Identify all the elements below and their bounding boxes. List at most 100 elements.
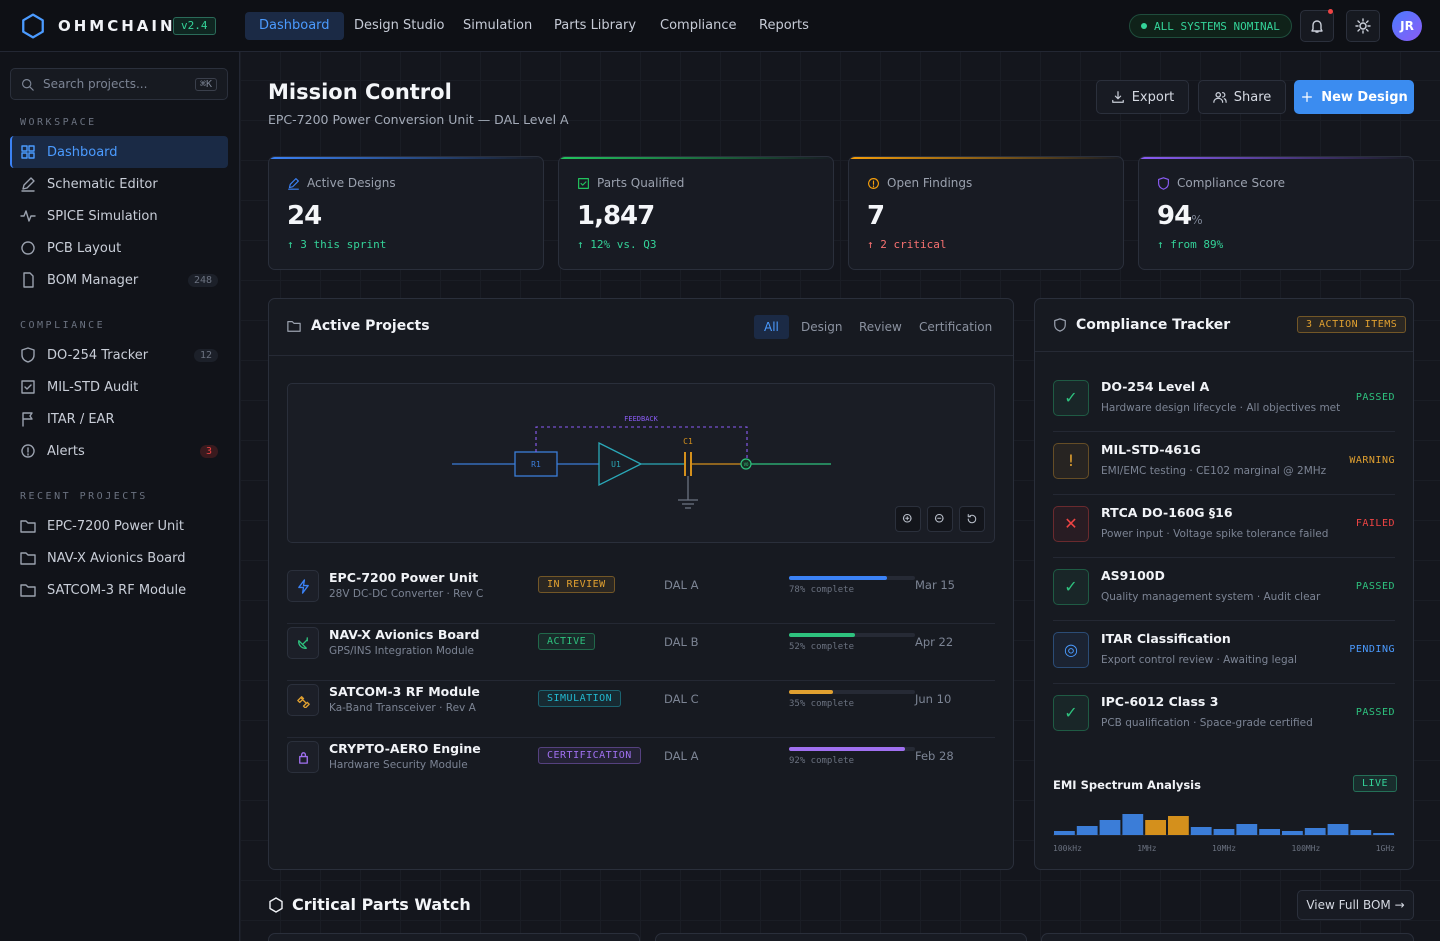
- icon-path: [20, 520, 36, 533]
- panel-header-rule: [269, 355, 1013, 356]
- zoom-button[interactable]: [959, 506, 985, 532]
- nav-tab[interactable]: Simulation: [463, 18, 533, 33]
- icon: [298, 751, 308, 764]
- status-badge: ACTIVE: [538, 633, 596, 650]
- filter-tab[interactable]: Certification: [919, 320, 993, 334]
- nav-label: PCB Layout: [47, 240, 122, 256]
- nav-tab[interactable]: Dashboard: [245, 12, 344, 40]
- action-label: Export: [1131, 89, 1175, 105]
- stat-delta: ↑ 3 this sprint: [287, 238, 387, 251]
- panel-title-row: Compliance Tracker: [1053, 317, 1230, 333]
- spectrum-bar: [1282, 831, 1303, 835]
- dal-level: DAL A: [664, 749, 699, 763]
- stat-label: Parts Qualified: [597, 176, 685, 190]
- progress-track: [789, 633, 915, 637]
- progress-label: 35% complete: [789, 699, 855, 709]
- icon-path: [21, 347, 35, 363]
- view-bom-button[interactable]: View Full BOM →: [1297, 890, 1414, 920]
- nav-item[interactable]: Alerts 3: [10, 435, 228, 467]
- component-label: U1: [611, 460, 621, 469]
- project-name: NAV-X Avionics Board: [329, 627, 480, 642]
- nav-item[interactable]: Schematic Editor: [10, 168, 228, 200]
- filter-tab[interactable]: All: [754, 315, 789, 339]
- nav-item[interactable]: SPICE Simulation: [10, 200, 228, 232]
- project-desc: 28V DC-DC Converter · Rev C: [329, 588, 484, 600]
- compliance-item[interactable]: ✕ RTCA DO-160G §16 Power input · Voltage s…: [1053, 495, 1395, 558]
- due-date: Apr 22: [915, 635, 954, 649]
- top-bar: OHMCHAIN v2.4 Dashboard Design Studio Simula…: [0, 0, 1440, 52]
- icon-button[interactable]: [1300, 10, 1334, 42]
- dal-level: DAL A: [664, 578, 699, 592]
- spectrum-bar: [1054, 831, 1075, 835]
- project-row[interactable]: EPC-7200 Power Unit 28V DC-DC Converter ·…: [287, 567, 995, 624]
- notification-dot: [1328, 9, 1333, 14]
- count-badge: 3: [199, 444, 218, 458]
- compliance-item[interactable]: ✓ IPC-6012 Class 3 PCB qualification · Spa…: [1053, 684, 1395, 747]
- action-button[interactable]: New Design: [1294, 80, 1414, 114]
- icon: [21, 241, 35, 255]
- icon: [22, 412, 33, 427]
- nav-item[interactable]: Dashboard: [10, 136, 228, 168]
- stat-delta: ↑ from 89%: [1157, 238, 1224, 251]
- filter-tab[interactable]: Design: [801, 320, 843, 334]
- icon-path: [22, 78, 34, 91]
- icon-button[interactable]: [1346, 10, 1380, 42]
- compliance-item[interactable]: ! MIL-STD-461G EMI/EMC testing · CE102 mar…: [1053, 432, 1395, 495]
- search-box[interactable]: Search projects... ⌘K: [10, 68, 228, 100]
- action-button[interactable]: Export: [1096, 80, 1189, 114]
- icon-path: [1054, 318, 1066, 332]
- avatar[interactable]: JR: [1392, 11, 1422, 41]
- version-badge: v2.4: [173, 17, 216, 35]
- progress-track: [789, 747, 915, 751]
- zoom-button[interactable]: [895, 506, 921, 532]
- compliance-item[interactable]: ◎ ITAR Classification Export control revie…: [1053, 621, 1395, 684]
- project-name: SATCOM-3 RF Module: [329, 684, 480, 699]
- compliance-status: FAILED: [1355, 518, 1395, 529]
- icon: [23, 272, 34, 288]
- nav-tab[interactable]: Compliance: [660, 18, 737, 33]
- nav-tab[interactable]: Reports: [759, 18, 809, 33]
- nav-item[interactable]: ITAR / EAR: [10, 403, 228, 435]
- filter-tab[interactable]: Review: [859, 320, 902, 334]
- nav-label: DO-254 Tracker: [47, 347, 149, 363]
- page-title: Mission Control: [268, 80, 452, 104]
- nav-item[interactable]: BOM Manager 248: [10, 264, 228, 296]
- spectrum-bar: [1373, 833, 1394, 835]
- project-row[interactable]: CRYPTO-AERO Engine Hardware Security Modu…: [287, 738, 995, 795]
- nav-item[interactable]: EPC-7200 Power Unit: [10, 510, 228, 542]
- compliance-name: MIL-STD-461G: [1101, 442, 1201, 457]
- nav-tab[interactable]: Parts Library: [554, 18, 637, 33]
- spectrum-bar: [1168, 816, 1189, 835]
- nav-item[interactable]: MIL-STD Audit: [10, 371, 228, 403]
- projects-panel: Active Projects All Design Review Certificat…: [268, 298, 1014, 870]
- nav-tab[interactable]: Design Studio: [354, 18, 445, 33]
- dal-level: DAL C: [664, 692, 699, 706]
- action-label: Share: [1233, 89, 1272, 105]
- project-row[interactable]: NAV-X Avionics Board GPS/INS Integration …: [287, 624, 995, 681]
- sidebar: Search projects... ⌘K WORKSPACE Dashboard Sc…: [0, 52, 240, 941]
- compliance-status: PASSED: [1355, 707, 1395, 718]
- icon-path: [935, 513, 944, 523]
- icon: [20, 210, 36, 222]
- action-button[interactable]: Share: [1198, 80, 1286, 114]
- icon-path: [20, 210, 36, 222]
- nav-label: SPICE Simulation: [47, 208, 158, 224]
- logo: OHMCHAIN: [20, 13, 176, 39]
- nav-item[interactable]: SATCOM-3 RF Module: [10, 574, 228, 606]
- icon-path: [21, 177, 35, 192]
- zoom-button[interactable]: [927, 506, 953, 532]
- section-title: WORKSPACE: [20, 117, 97, 128]
- icon-path: [296, 695, 310, 708]
- section-title: COMPLIANCE: [20, 320, 106, 331]
- stat-value: 24: [287, 201, 322, 231]
- icon: [935, 513, 944, 523]
- nav-label: SATCOM-3 RF Module: [47, 582, 187, 598]
- compliance-item[interactable]: ✓ AS9100D Quality management system · Audi…: [1053, 558, 1395, 621]
- nav-item[interactable]: DO-254 Tracker 12: [10, 339, 228, 371]
- project-desc: Hardware Security Module: [329, 759, 468, 771]
- stat-card: Parts Qualified 1,847 ↑ 12% vs. Q3: [558, 156, 834, 270]
- project-row[interactable]: SATCOM-3 RF Module Ka-Band Transceiver · …: [287, 681, 995, 738]
- nav-item[interactable]: NAV-X Avionics Board: [10, 542, 228, 574]
- nav-item[interactable]: PCB Layout: [10, 232, 228, 264]
- compliance-item[interactable]: ✓ DO-254 Level A Hardware design lifecycle…: [1053, 369, 1395, 432]
